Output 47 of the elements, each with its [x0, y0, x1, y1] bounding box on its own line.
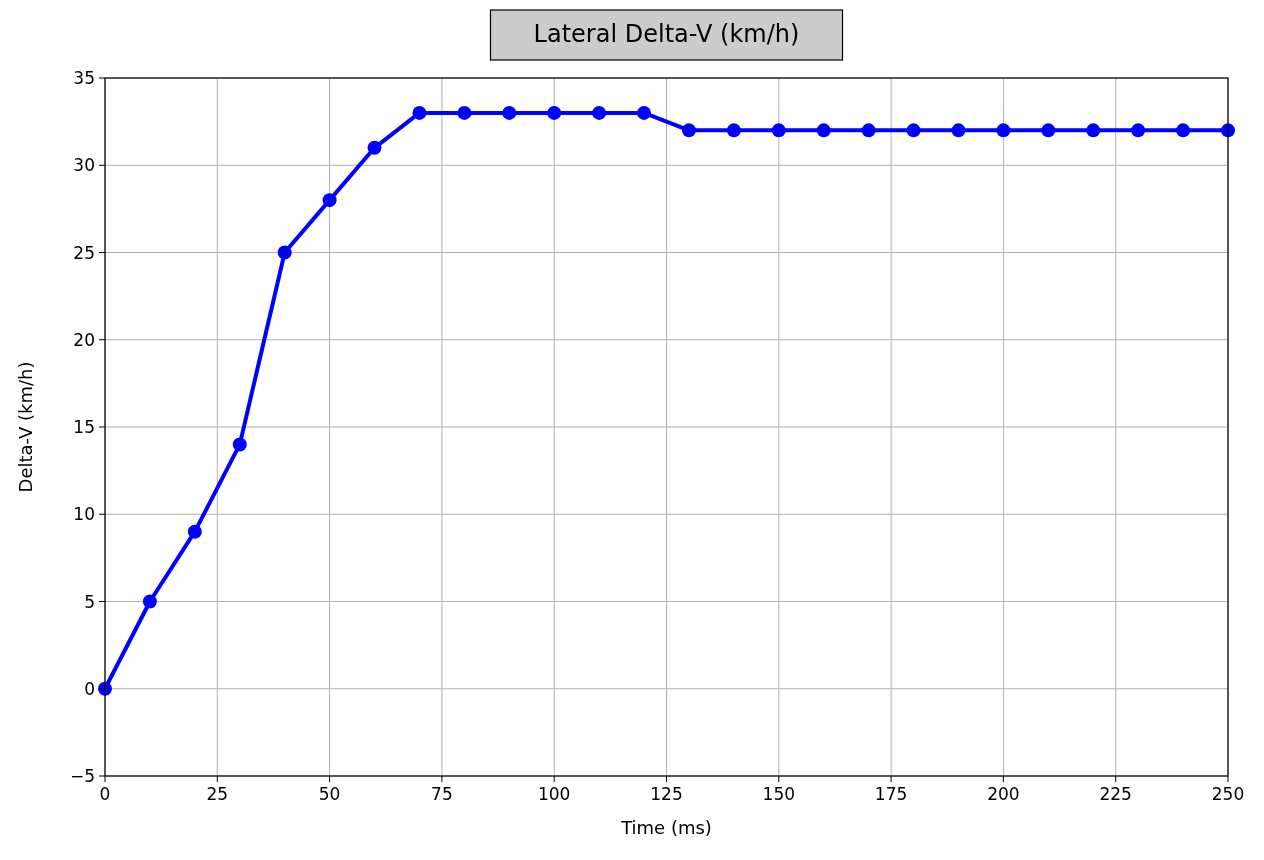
point [726, 123, 741, 138]
point [592, 105, 607, 120]
point [142, 594, 157, 609]
chart-title: Lateral Delta-V (km/h) [533, 20, 800, 48]
point [232, 437, 247, 452]
point [502, 105, 517, 120]
point [1131, 123, 1146, 138]
x-tick-label: 100 [537, 784, 571, 804]
y-tick-label: 0 [84, 678, 95, 699]
x-tick-label: 175 [874, 784, 908, 804]
x-axis-title: Time (ms) [620, 817, 712, 838]
y-tick-label: 20 [73, 329, 95, 350]
point [906, 123, 921, 138]
y-tick-label: 5 [84, 591, 95, 612]
point [457, 105, 472, 120]
x-tick-label: 25 [206, 784, 229, 804]
x-tick-label: 225 [1099, 784, 1132, 804]
y-tick-label: 30 [73, 155, 95, 176]
point [367, 140, 382, 155]
point [412, 105, 427, 120]
y-tick-label: −5 [69, 766, 95, 786]
point [277, 245, 292, 260]
point [681, 123, 696, 138]
x-tick-label: 150 [762, 784, 796, 804]
point [771, 123, 786, 138]
point [187, 524, 202, 539]
point [996, 123, 1011, 138]
y-axis-title: Delta-V (km/h) [15, 361, 36, 493]
point [322, 193, 337, 208]
x-tick-label: 0 [99, 784, 111, 804]
point [1176, 123, 1191, 138]
y-tick-label: 15 [73, 417, 95, 437]
point [951, 123, 966, 138]
point [1041, 123, 1056, 138]
y-tick-label: 35 [73, 68, 95, 88]
x-tick-label: 50 [318, 784, 341, 804]
point [861, 123, 876, 138]
x-tick-label: 250 [1211, 784, 1245, 804]
point [637, 105, 652, 120]
x-tick-label: 200 [987, 784, 1020, 804]
point [1086, 123, 1101, 138]
x-tick-label: 125 [650, 784, 683, 804]
point [816, 123, 831, 138]
y-tick-label: 25 [73, 242, 95, 263]
point [547, 105, 562, 120]
y-tick-label: 10 [73, 504, 95, 525]
x-tick-label: 75 [431, 784, 453, 804]
